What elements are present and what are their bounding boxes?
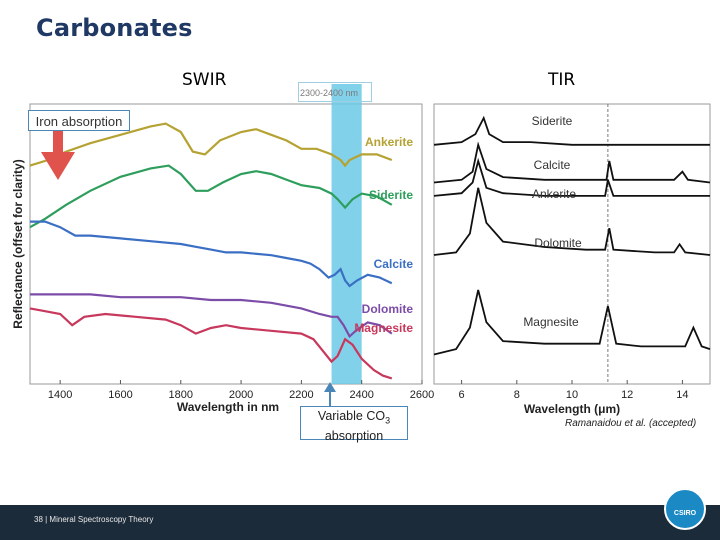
swir-x-tick-label: 1800: [169, 389, 193, 401]
swir-x-tick-label: 1600: [108, 389, 132, 401]
tir-legend-siderite: Siderite: [532, 114, 573, 128]
tir-x-tick-label: 14: [676, 389, 688, 401]
swir-y-axis-label: Reflectance (offset for clarity): [11, 159, 25, 328]
swir-legend-calcite: Calcite: [374, 257, 414, 271]
iron-arrow-shaft: [53, 130, 63, 152]
co3-absorption-label: Variable CO3 absorption: [300, 409, 408, 444]
co3-label-main: Variable CO: [317, 409, 386, 423]
tir-series-siderite: [433, 115, 710, 146]
swir-heading: SWIR: [182, 70, 227, 90]
tir-x-tick-label: 12: [621, 389, 633, 401]
swir-x-tick-label: 2600: [410, 389, 434, 401]
swir-legend-dolomite: Dolomite: [362, 302, 414, 316]
swir-legend-ankerite: Ankerite: [365, 135, 413, 149]
tir-legend-calcite: Calcite: [534, 158, 571, 172]
swir-series-ankerite: [29, 122, 393, 168]
iron-absorption-label: Iron absorption: [35, 114, 123, 129]
range-label-box: [298, 82, 372, 102]
tir-heading: TIR: [548, 70, 576, 90]
tir-x-tick-label: 8: [514, 389, 520, 401]
footer-text: 38 | Mineral Spectroscopy Theory: [34, 515, 154, 524]
tir-x-axis-label: Wavelength (μm): [524, 402, 620, 416]
co3-arrow-head: [324, 382, 336, 392]
csiro-logo-text: CSIRO: [673, 510, 697, 517]
swir-x-tick-label: 2200: [289, 389, 313, 401]
tir-x-tick-label: 6: [459, 389, 465, 401]
tir-legend-ankerite: Ankerite: [532, 187, 576, 201]
iron-absorption-box: [28, 110, 130, 131]
csiro-logo: [664, 488, 706, 530]
swir-legend-magnesite: Magnesite: [354, 321, 413, 335]
co3-subscript: 3: [385, 415, 391, 426]
iron-arrow-head: [41, 152, 75, 180]
swir-x-tick-label: 2400: [349, 389, 373, 401]
tir-x-tick-label: 10: [566, 389, 578, 401]
tir-series-calcite: [433, 141, 711, 184]
swir-series-siderite: [29, 164, 393, 229]
tir-series-dolomite: [433, 187, 711, 256]
swir-x-tick-label: 1400: [48, 389, 72, 401]
swir-plot-frame: [29, 103, 423, 385]
highlight-band: [331, 84, 362, 384]
swir-series-magnesite: [29, 307, 393, 380]
swir-series-dolomite: [30, 293, 393, 339]
swir-legend-siderite: Siderite: [369, 188, 413, 202]
tir-legend-dolomite: Dolomite: [534, 236, 582, 250]
citation: Ramanaidou et al. (accepted): [565, 418, 697, 429]
tir-legend-magnesite: Magnesite: [523, 315, 579, 329]
co3-label-tail: absorption: [324, 428, 384, 443]
page-title: Carbonates: [36, 14, 193, 42]
swir-x-axis-label: Wavelength in nm: [177, 400, 279, 414]
tir-series-ankerite: [433, 157, 710, 197]
tir-series-magnesite: [433, 289, 711, 356]
footer-bar: [0, 505, 720, 540]
swir-x-tick-label: 2000: [229, 389, 253, 401]
swir-series-calcite: [30, 220, 393, 288]
co3-absorption-box: [300, 406, 408, 440]
range-label: 2300-2400 nm: [300, 88, 359, 98]
